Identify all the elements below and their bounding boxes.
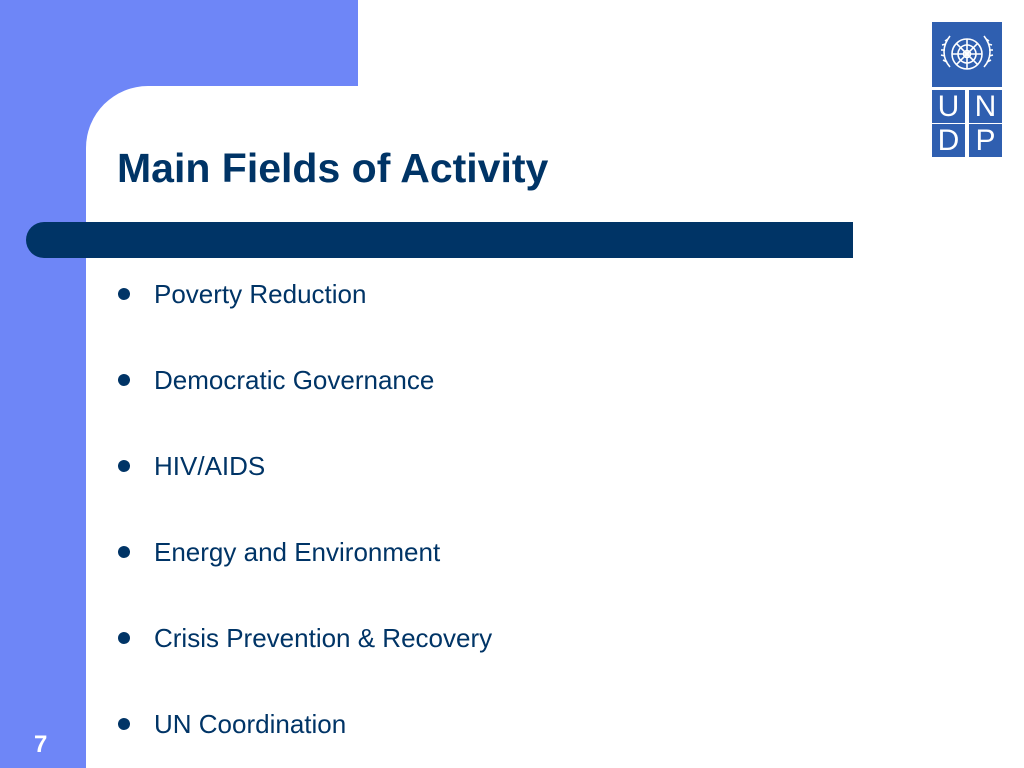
content-panel (86, 86, 1024, 768)
undp-logo: U N D P (932, 22, 1002, 157)
bullet-dot-icon (118, 460, 130, 472)
page-number: 7 (34, 731, 48, 758)
bullet-dot-icon (118, 546, 130, 558)
logo-letter-u: U (932, 90, 965, 123)
bullet-item: HIV/AIDS (118, 446, 758, 486)
un-emblem-icon (932, 22, 1002, 87)
bullet-text: Energy and Environment (154, 537, 441, 567)
logo-letter-d: D (932, 124, 965, 157)
bullet-text: Democratic Governance (154, 365, 435, 395)
bullet-dot-icon (118, 632, 130, 644)
bullet-item: Crisis Prevention & Recovery (118, 618, 758, 658)
bullet-text: Poverty Reduction (154, 279, 367, 309)
bullet-text: HIV/AIDS (154, 451, 266, 481)
slide-title: Main Fields of Activity (117, 145, 549, 191)
bullet-text: Crisis Prevention & Recovery (154, 623, 493, 653)
logo-letter-p: P (969, 124, 1002, 157)
bullet-item: UN Coordination (118, 704, 758, 744)
bullet-dot-icon (118, 718, 130, 730)
bullet-item: Democratic Governance (118, 360, 758, 400)
bullet-text: UN Coordination (154, 709, 347, 739)
logo-letter-n: N (969, 90, 1002, 123)
bullet-dot-icon (118, 374, 130, 386)
bullet-item: Energy and Environment (118, 532, 758, 572)
bullet-dot-icon (118, 288, 130, 300)
title-underline-bar (26, 222, 853, 258)
bullet-item: Poverty Reduction (118, 274, 758, 314)
